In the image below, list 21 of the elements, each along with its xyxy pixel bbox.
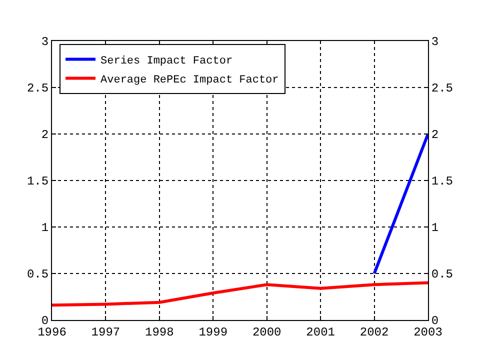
y-tick-label: 2.5 [26, 82, 49, 96]
y-tick-label: 1 [41, 221, 49, 236]
x-tick-label: 1998 [145, 325, 174, 340]
x-tick-label: 2000 [252, 325, 282, 340]
line-series [52, 281, 428, 307]
y-tick-label: 1.5 [26, 174, 49, 189]
x-tick-label: 2001 [306, 325, 335, 340]
y2-tick-label: 3 [431, 35, 439, 50]
y2-tick-label: 2 [431, 128, 439, 142]
x-tick-label: 1999 [198, 325, 228, 340]
y2-tick-label: 1.5 [431, 174, 454, 189]
y-tick-label: 2 [41, 128, 49, 142]
y2-tick-label: 2.5 [431, 82, 454, 96]
legend-label: Average RePEc Impact Factor [100, 74, 279, 87]
y2-tick-label: 0.5 [431, 268, 454, 282]
x-tick-label: 2002 [360, 325, 389, 340]
y2-tick-label: 1 [431, 221, 439, 236]
x-tick-label: 1997 [91, 325, 120, 340]
y-tick-label: 3 [41, 35, 49, 50]
y-tick-label: 0.5 [26, 268, 49, 282]
legend-label: Series Impact Factor [100, 56, 233, 68]
